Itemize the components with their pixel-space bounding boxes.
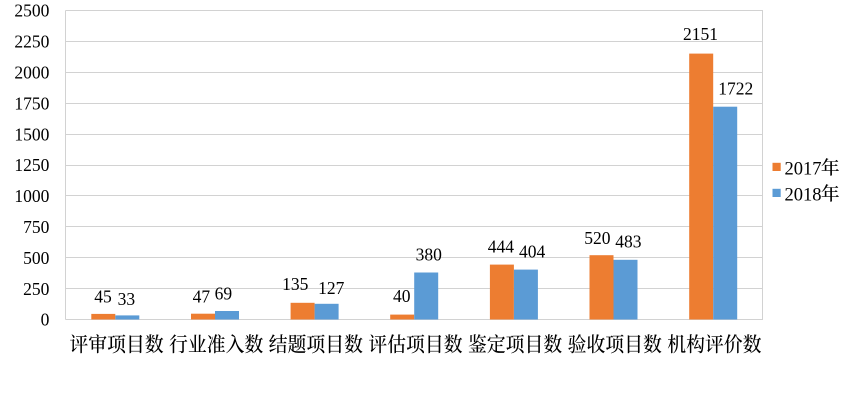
svg-text:380: 380 — [416, 245, 443, 265]
svg-text:2017: 2017 — [785, 159, 822, 179]
svg-text:1500: 1500 — [14, 124, 49, 144]
svg-text:0: 0 — [41, 310, 50, 330]
svg-text:2250: 2250 — [14, 32, 49, 52]
svg-text:1750: 1750 — [14, 93, 49, 113]
svg-text:1250: 1250 — [14, 155, 49, 175]
svg-text:45: 45 — [94, 287, 112, 307]
svg-text:135: 135 — [282, 274, 309, 294]
svg-text:750: 750 — [23, 217, 50, 237]
svg-text:2500: 2500 — [14, 1, 49, 21]
svg-text:250: 250 — [23, 279, 50, 299]
svg-text:404: 404 — [519, 242, 546, 262]
svg-text:47: 47 — [193, 287, 211, 307]
svg-text:127: 127 — [318, 278, 345, 298]
svg-text:520: 520 — [584, 228, 611, 248]
svg-text:2151: 2151 — [683, 24, 718, 44]
svg-text:483: 483 — [615, 232, 642, 252]
svg-text:1722: 1722 — [718, 79, 753, 99]
svg-text:1000: 1000 — [14, 186, 49, 206]
svg-text:69: 69 — [215, 284, 233, 304]
svg-text:2018: 2018 — [785, 185, 822, 205]
svg-text:500: 500 — [23, 248, 50, 268]
svg-text:444: 444 — [488, 236, 515, 256]
svg-text:40: 40 — [393, 286, 411, 306]
svg-text:2000: 2000 — [14, 63, 49, 83]
svg-text:33: 33 — [118, 289, 136, 309]
